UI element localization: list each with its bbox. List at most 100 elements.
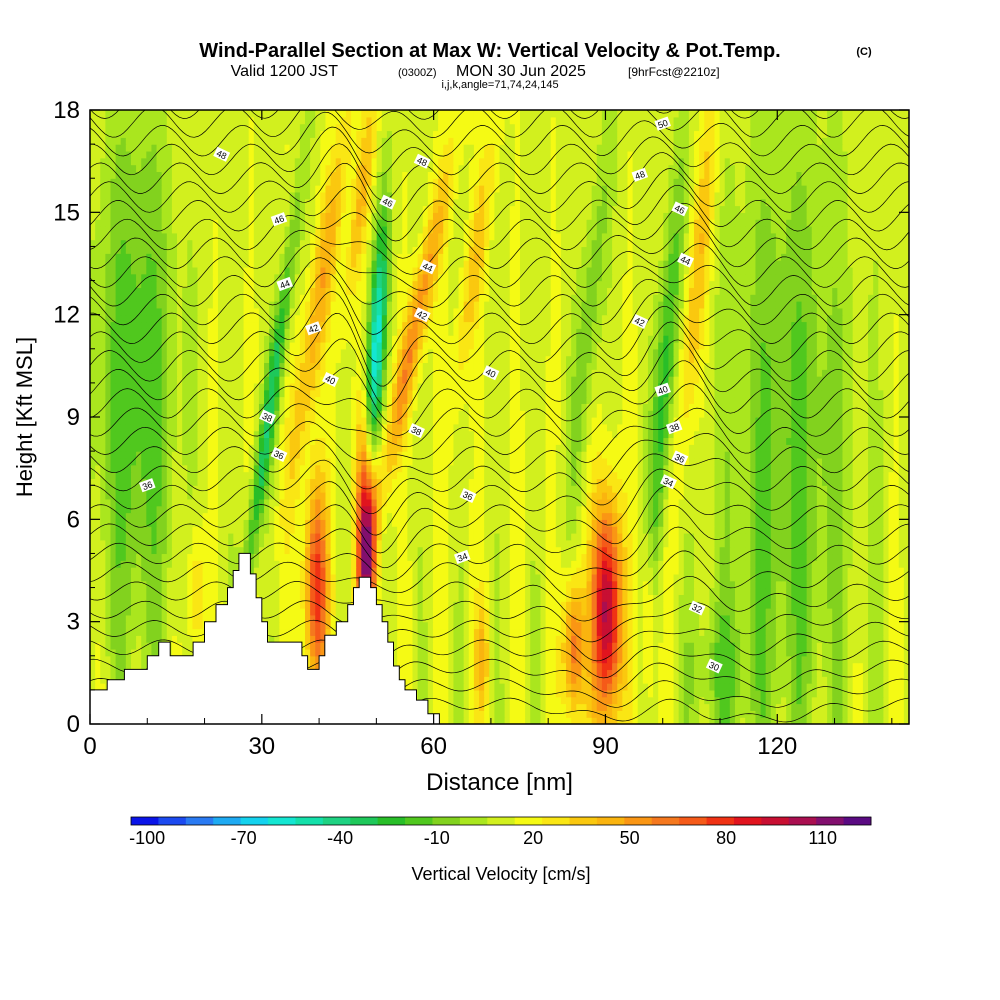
w-cell [519,512,526,520]
w-cell [514,683,521,691]
w-cell [299,526,306,534]
w-cell [509,560,516,568]
w-cell [868,648,874,657]
w-cell [647,519,654,527]
w-cell [862,703,869,711]
w-cell [448,621,455,630]
w-cell [407,642,414,650]
w-cell [663,560,670,568]
w-cell [473,703,480,711]
w-cell [796,519,803,527]
w-cell [811,546,818,555]
w-cell [637,567,644,575]
w-cell [658,539,664,548]
w-cell [514,655,521,664]
w-cell [663,601,670,609]
w-cell [760,683,767,691]
w-cell [663,539,670,548]
w-cell [156,512,163,520]
w-cell [658,594,664,602]
w-cell [243,546,250,555]
w-cell [612,567,618,575]
w-cell [407,532,414,541]
w-cell [601,560,608,568]
w-cell [658,621,664,630]
w-cell [745,614,751,623]
w-cell [622,648,629,657]
w-cell [566,532,572,541]
w-cell [591,539,598,548]
w-cell [821,594,828,602]
w-cell [765,587,772,595]
w-cell [484,683,490,691]
w-cell [663,573,670,582]
w-cell [617,573,623,582]
w-cell [699,710,705,718]
w-cell [862,608,869,616]
w-cell [468,512,475,520]
w-cell [791,655,797,664]
w-cell [637,717,644,724]
w-cell [832,587,838,595]
w-cell [105,655,112,664]
w-cell [786,594,792,602]
w-cell [146,539,153,548]
w-cell [392,573,398,582]
w-cell [453,635,460,643]
w-cell [525,567,531,575]
w-cell [852,710,859,718]
w-cell [509,696,516,705]
w-cell [530,608,536,616]
w-cell [555,573,562,582]
w-cell [729,532,736,541]
w-cell [642,648,649,657]
w-cell [110,526,117,534]
w-cell [330,539,337,548]
w-cell [781,608,787,616]
w-cell [335,560,342,568]
w-cell [893,594,900,602]
w-cell [714,696,721,705]
w-cell [898,642,905,650]
w-cell [729,546,736,555]
w-cell [223,573,229,582]
w-cell [417,594,424,602]
w-cell [146,635,153,643]
w-cell [535,669,542,677]
w-cell [223,532,229,541]
w-cell [576,567,582,575]
w-cell [704,683,710,691]
w-cell [827,642,833,650]
w-cell [581,662,588,671]
w-cell [714,717,721,724]
w-cell [606,669,613,677]
w-cell [171,553,178,561]
w-cell [765,662,772,671]
w-cell [479,676,485,684]
w-cell [397,526,403,534]
w-cell [289,621,296,630]
w-cell [596,539,603,548]
w-cell [673,655,680,664]
w-cell [699,703,705,711]
w-cell [827,710,833,718]
w-cell [120,505,127,514]
w-cell [688,669,695,677]
w-cell [719,689,726,698]
w-cell [223,594,229,602]
w-cell [617,676,623,684]
w-cell [519,628,526,636]
w-cell [432,601,439,609]
w-cell [453,573,460,582]
w-cell [868,635,874,643]
w-cell [821,696,828,705]
w-cell [345,546,352,555]
w-cell [663,519,670,527]
w-cell [540,635,547,643]
w-cell [545,526,552,534]
w-cell [596,628,603,636]
w-cell [304,608,311,616]
w-cell [509,573,516,582]
w-cell [315,621,321,630]
w-cell [786,710,792,718]
